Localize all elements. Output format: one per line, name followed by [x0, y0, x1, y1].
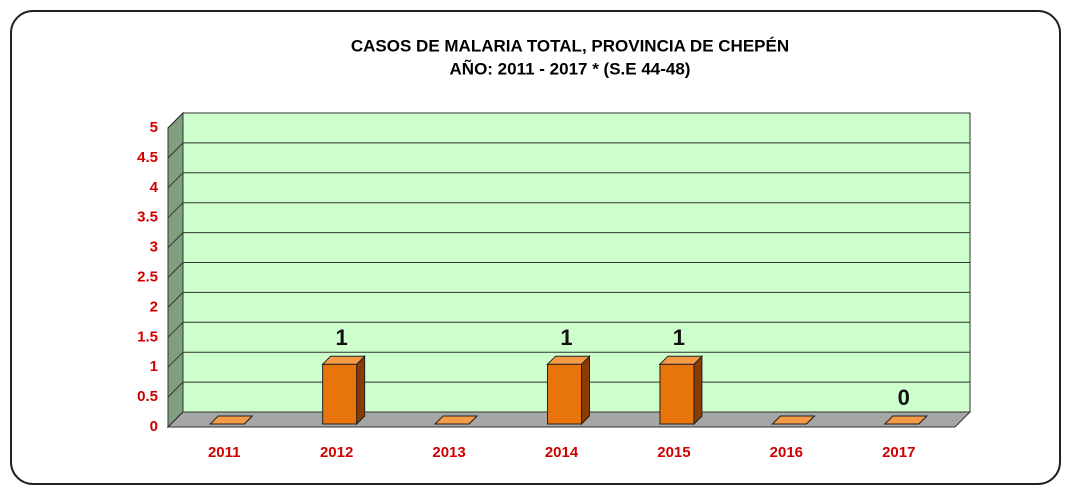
data-label: 1 — [336, 325, 348, 350]
bar-top — [433, 415, 479, 425]
bar-front — [547, 363, 582, 425]
bar — [433, 415, 479, 425]
grid-line-side — [167, 321, 184, 338]
y-tick-label: 4 — [150, 179, 159, 196]
grid-line-side — [167, 351, 184, 368]
y-tick-label: 5 — [150, 119, 158, 136]
bar-top — [546, 355, 591, 365]
x-tick-label: 2016 — [770, 444, 803, 461]
y-tick-label: 3.5 — [137, 209, 158, 226]
grid-line-side — [167, 262, 184, 278]
grid-line-side — [167, 292, 184, 308]
grid-line-side — [167, 232, 184, 248]
y-tick-label: 4.5 — [137, 149, 158, 166]
grid-line-side — [167, 112, 184, 129]
x-tick-label: 2011 — [208, 444, 241, 461]
grid-line-side — [167, 381, 184, 398]
bar — [771, 415, 816, 425]
bar-top — [771, 415, 816, 425]
x-tick-label: 2017 — [882, 444, 915, 461]
bar-side — [356, 354, 366, 426]
bar-top — [658, 355, 704, 365]
bar — [209, 415, 254, 425]
bar-side — [581, 354, 590, 426]
y-tick-label: 0.5 — [137, 388, 158, 405]
bar-top — [209, 415, 254, 425]
data-label: 1 — [673, 325, 685, 350]
y-tick-label: 2 — [150, 298, 158, 315]
x-tick-label: 2013 — [432, 444, 465, 461]
bar-top — [321, 355, 366, 365]
bar-front — [322, 363, 358, 425]
y-tick-label: 1.5 — [137, 328, 158, 345]
x-tick-label: 2012 — [320, 444, 353, 461]
bar — [658, 354, 704, 426]
y-tick-label: 1 — [150, 358, 158, 375]
bar — [883, 415, 928, 425]
x-tick-label: 2015 — [657, 444, 690, 461]
data-label: 0 — [898, 385, 910, 410]
grid-line-side — [167, 202, 184, 219]
bar-front — [659, 363, 695, 425]
chart-title: CASOS DE MALARIA TOTAL, PROVINCIA DE CHE… — [351, 36, 789, 55]
bar-top — [883, 415, 928, 425]
grid-line-side — [167, 411, 184, 428]
grid-line-side — [167, 172, 184, 189]
bar — [321, 354, 366, 426]
y-tick-label: 2.5 — [137, 268, 158, 285]
grid-line-side — [167, 142, 184, 159]
data-label: 1 — [560, 325, 572, 350]
chart-subtitle: AÑO: 2011 - 2017 * (S.E 44-48) — [450, 58, 691, 78]
bar — [546, 354, 591, 426]
x-tick-label: 2014 — [545, 444, 579, 461]
y-tick-label: 3 — [150, 239, 158, 256]
bar-side — [693, 354, 703, 426]
y-tick-label: 0 — [150, 418, 158, 435]
